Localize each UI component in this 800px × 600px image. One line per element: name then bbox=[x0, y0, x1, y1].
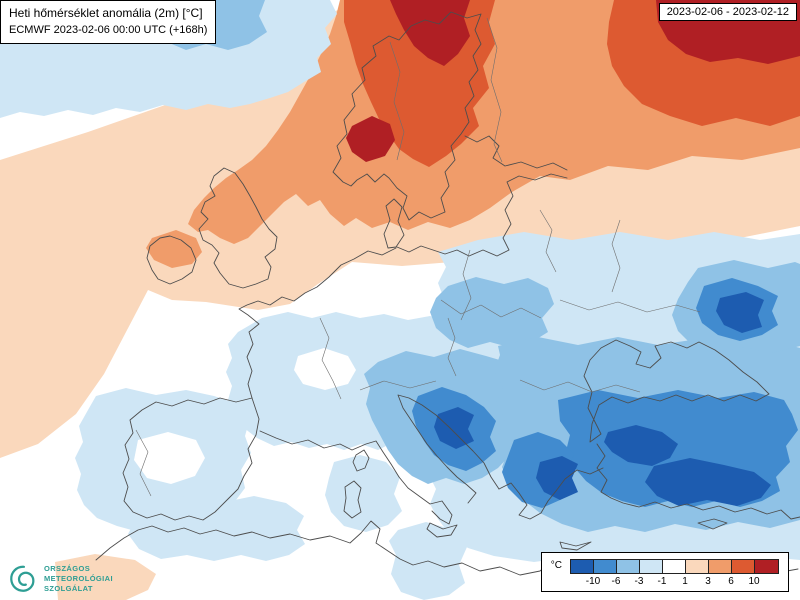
legend-tick-label: -6 bbox=[611, 576, 621, 587]
legend-tick-label: 10 bbox=[748, 576, 760, 587]
coast-france-channel bbox=[238, 247, 397, 399]
border-line bbox=[447, 317, 457, 377]
legend-swatch bbox=[617, 560, 640, 573]
border-line bbox=[460, 249, 472, 321]
coast-corsica bbox=[352, 449, 370, 472]
border-line bbox=[359, 380, 437, 391]
coast-black-sea bbox=[583, 339, 770, 443]
contour-cool1-tyrrhenian bbox=[325, 455, 402, 532]
legend-ticks: -10 -6 -3 -1 1 3 6 10 bbox=[570, 574, 779, 588]
contour-cool1-africa-west bbox=[128, 496, 305, 561]
legend-swatch bbox=[755, 560, 778, 573]
legend-swatch bbox=[640, 560, 663, 573]
contour-warm4-norway-mid bbox=[346, 116, 395, 162]
coast-greece bbox=[498, 467, 604, 520]
legend-swatch bbox=[663, 560, 686, 573]
border-line bbox=[519, 379, 641, 393]
contour-cool4-core2 bbox=[645, 458, 771, 506]
border-line bbox=[559, 299, 701, 313]
map-title: Heti hőmérséklet anomália (2m) [°C] bbox=[9, 6, 203, 20]
contour-warm2-ireland bbox=[146, 230, 202, 268]
spiral-logo-icon bbox=[10, 565, 35, 592]
coast-sicily bbox=[426, 522, 458, 538]
contour-warm1-africa bbox=[55, 554, 156, 600]
legend-tick-label: -10 bbox=[585, 576, 601, 587]
legend-tick-label: 3 bbox=[705, 576, 711, 587]
coast-crete bbox=[559, 541, 592, 551]
border-line bbox=[440, 299, 542, 319]
coast-turkey-south bbox=[596, 443, 800, 520]
legend-unit-label: °C bbox=[550, 560, 562, 571]
title-box: Heti hőmérséklet anomália (2m) [°C] ECMW… bbox=[0, 0, 217, 44]
legend-swatch bbox=[686, 560, 709, 573]
coast-ireland bbox=[146, 235, 197, 285]
model-run-label: ECMWF 2023-02-06 00:00 UTC (+168h) bbox=[9, 24, 208, 36]
contour-cool4-right-edge bbox=[716, 292, 764, 333]
country-borders bbox=[135, 17, 701, 497]
coast-denmark bbox=[383, 198, 405, 249]
coastlines bbox=[95, 11, 800, 576]
legend-tick-label: -1 bbox=[657, 576, 667, 587]
legend-swatch bbox=[732, 560, 755, 573]
contour-neutral-spain bbox=[134, 432, 205, 484]
border-line bbox=[135, 429, 152, 497]
contour-cool2-central bbox=[430, 277, 554, 348]
coast-scandinavia bbox=[332, 11, 482, 221]
omsz-logo: ORSZÁGOS METEOROLÓGIAI SZOLGÁLAT bbox=[8, 564, 113, 594]
legend-box: °C -10 -6 -3 -1 1 3 6 10 bbox=[540, 552, 789, 592]
coast-sardinia bbox=[343, 480, 362, 519]
border-line bbox=[319, 317, 342, 400]
logo-line-2: METEOROLÓGIAI bbox=[44, 574, 113, 584]
legend-tick-label: 1 bbox=[682, 576, 688, 587]
legend-swatch bbox=[709, 560, 732, 573]
logo-line-1: ORSZÁGOS bbox=[44, 564, 91, 574]
contour-neutral-france bbox=[294, 348, 356, 390]
contour-cool4-core1 bbox=[604, 425, 678, 466]
border-line bbox=[611, 219, 621, 293]
border-line bbox=[539, 209, 557, 273]
legend-scale: -10 -6 -3 -1 1 3 6 10 bbox=[570, 559, 779, 588]
legend-swatch bbox=[594, 560, 617, 573]
contour-cool4-adriatic bbox=[434, 407, 474, 449]
coast-cyprus bbox=[697, 518, 728, 530]
date-range-box: 2023-02-06 - 2023-02-12 bbox=[658, 3, 797, 21]
legend-tick-label: 6 bbox=[728, 576, 734, 587]
coast-britain bbox=[198, 167, 278, 289]
logo-text: ORSZÁGOS METEOROLÓGIAI SZOLGÁLAT bbox=[44, 564, 113, 593]
contour-cool4-aegean bbox=[536, 456, 578, 500]
border-line bbox=[389, 41, 405, 161]
coast-baltic bbox=[396, 135, 568, 257]
legend-tick-label: -3 bbox=[634, 576, 644, 587]
legend-bar bbox=[570, 559, 779, 574]
coast-italy-medit bbox=[259, 394, 500, 525]
date-range-label: 2023-02-06 - 2023-02-12 bbox=[666, 6, 789, 18]
contour-warm4-norway-top bbox=[390, 0, 470, 66]
logo-line-3: SZOLGÁLAT bbox=[44, 583, 93, 593]
border-line bbox=[486, 17, 503, 163]
coast-iberia bbox=[122, 397, 260, 521]
legend-swatch bbox=[571, 560, 594, 573]
